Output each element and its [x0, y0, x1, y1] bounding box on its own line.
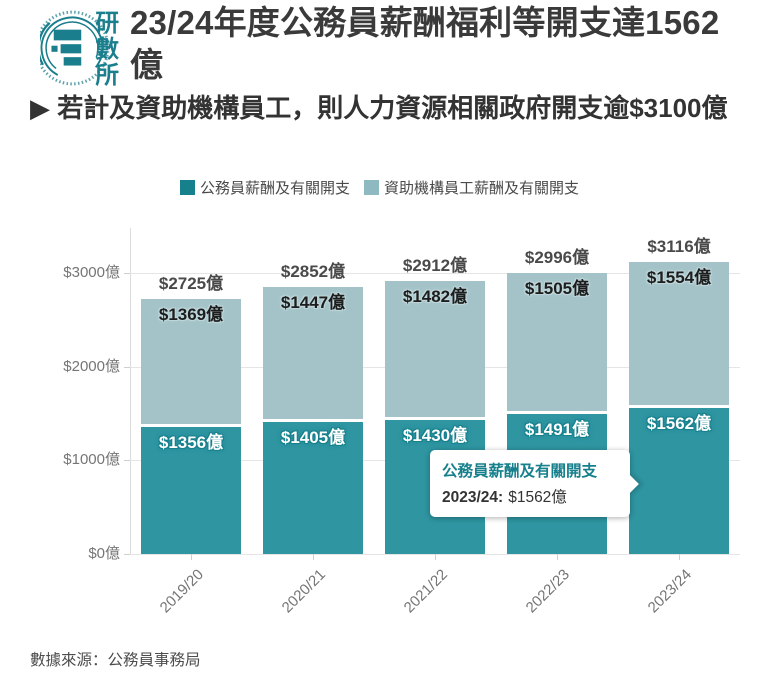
logo-icon: 研 數 所: [40, 10, 119, 89]
y-axis-label: $0億: [88, 545, 120, 562]
bar-segment-civil-service[interactable]: $1562億: [629, 407, 729, 554]
x-axis-tick: [191, 554, 192, 560]
bar-segment-civil-service[interactable]: $1356億: [141, 426, 241, 554]
x-axis-tick: [557, 554, 558, 560]
bar-segment-subvented[interactable]: $1554億: [629, 262, 729, 408]
x-axis-label: 2021/22: [400, 566, 452, 617]
bar-segment-civil-service[interactable]: $1405億: [263, 422, 363, 554]
tooltip-value: $1562億: [508, 489, 567, 506]
bar-segment-subvented[interactable]: $1369億: [141, 298, 241, 427]
bar-label-subvented: $1505億: [524, 279, 590, 299]
x-axis-label: 2020/21: [278, 566, 330, 617]
x-axis-label: 2023/24: [644, 566, 696, 617]
x-axis-label: 2019/20: [156, 566, 208, 617]
chart-tooltip: 公務員薪酬及有關開支 2023/24: $1562億: [430, 450, 639, 517]
tooltip-value-line: 2023/24: $1562億: [442, 485, 618, 507]
legend-item-label: 公務員薪酬及有關開支: [199, 180, 350, 197]
tooltip-category: 2023/24:: [442, 489, 504, 506]
legend-item-0[interactable]: 公務員薪酬及有關開支: [179, 177, 350, 198]
plot-area: $0億 $1000億 $2000億 $3000億 $1369億 $1356億 $2725億 2…: [63, 228, 740, 616]
bar-label-subvented: $1482億: [402, 287, 468, 307]
bar-label-civil-service: $1356億: [158, 432, 224, 452]
x-axis-tick: [313, 554, 314, 560]
bar-total-label: $2996億: [524, 248, 590, 268]
y-axis-tick: [124, 366, 130, 368]
bar-label-civil-service: $1562億: [646, 413, 712, 433]
legend-swatch-icon: [364, 180, 379, 195]
x-axis-tick: [679, 554, 680, 560]
data-source: 數據來源：公務員事務局: [30, 652, 201, 669]
bar-label-civil-service: $1430億: [402, 426, 468, 446]
y-axis-label: $3000億: [63, 263, 120, 281]
y-axis-line: [130, 228, 131, 554]
logo-char: 研: [95, 11, 119, 37]
bar-total-label: $2725億: [158, 273, 224, 293]
y-axis-label: $1000億: [63, 451, 120, 469]
legend-swatch-icon: [179, 180, 195, 195]
page-title: 23/24年度公務員薪酬福利等開支達1562億: [130, 4, 720, 83]
y-axis-tick: [124, 460, 130, 462]
y-axis-tick: [124, 554, 130, 555]
page-subtitle: ▶ 若計及資助機構員工，則人力資源相關政府開支逾$3100億: [30, 93, 728, 123]
bar-label-subvented: $1447億: [280, 292, 346, 312]
bar-total-label: $2912億: [402, 256, 468, 276]
bar-2021-22[interactable]: $1482億 $1430億: [385, 281, 485, 554]
bar-label-subvented: $1369億: [158, 304, 224, 324]
x-axis-tick: [435, 554, 436, 560]
bar-label-civil-service: $1405億: [280, 428, 346, 448]
bar-2023-24[interactable]: $1554億 $1562億: [629, 262, 729, 554]
bar-label-subvented: $1554億: [646, 268, 712, 288]
bar-segment-subvented[interactable]: $1447億: [263, 286, 363, 423]
tooltip-series-name: 公務員薪酬及有關開支: [442, 463, 598, 480]
gridline: [130, 272, 740, 274]
x-axis-label: 2022/23: [522, 566, 574, 617]
bar-label-civil-service: $1491億: [524, 420, 590, 440]
chart-legend: 公務員薪酬及有關開支 資助機構員工薪酬及有關開支: [0, 177, 759, 198]
legend-item-label: 資助機構員工薪酬及有關開支: [384, 180, 580, 197]
logo-char: 數: [95, 35, 119, 63]
bar-segment-subvented[interactable]: $1482億: [385, 281, 485, 421]
bar-total-label: $2852億: [280, 261, 346, 281]
logo-char: 所: [95, 62, 119, 89]
legend-item-1[interactable]: 資助機構員工薪酬及有關開支: [364, 177, 579, 198]
y-axis-label: $2000億: [63, 357, 120, 375]
bar-2020-21[interactable]: $1447億 $1405億: [263, 286, 363, 554]
bar-total-label: $3116億: [647, 237, 711, 257]
y-axis-tick: [124, 272, 130, 274]
bar-segment-subvented[interactable]: $1505億: [507, 273, 607, 415]
bar-2019-20[interactable]: $1369億 $1356億: [141, 298, 241, 554]
